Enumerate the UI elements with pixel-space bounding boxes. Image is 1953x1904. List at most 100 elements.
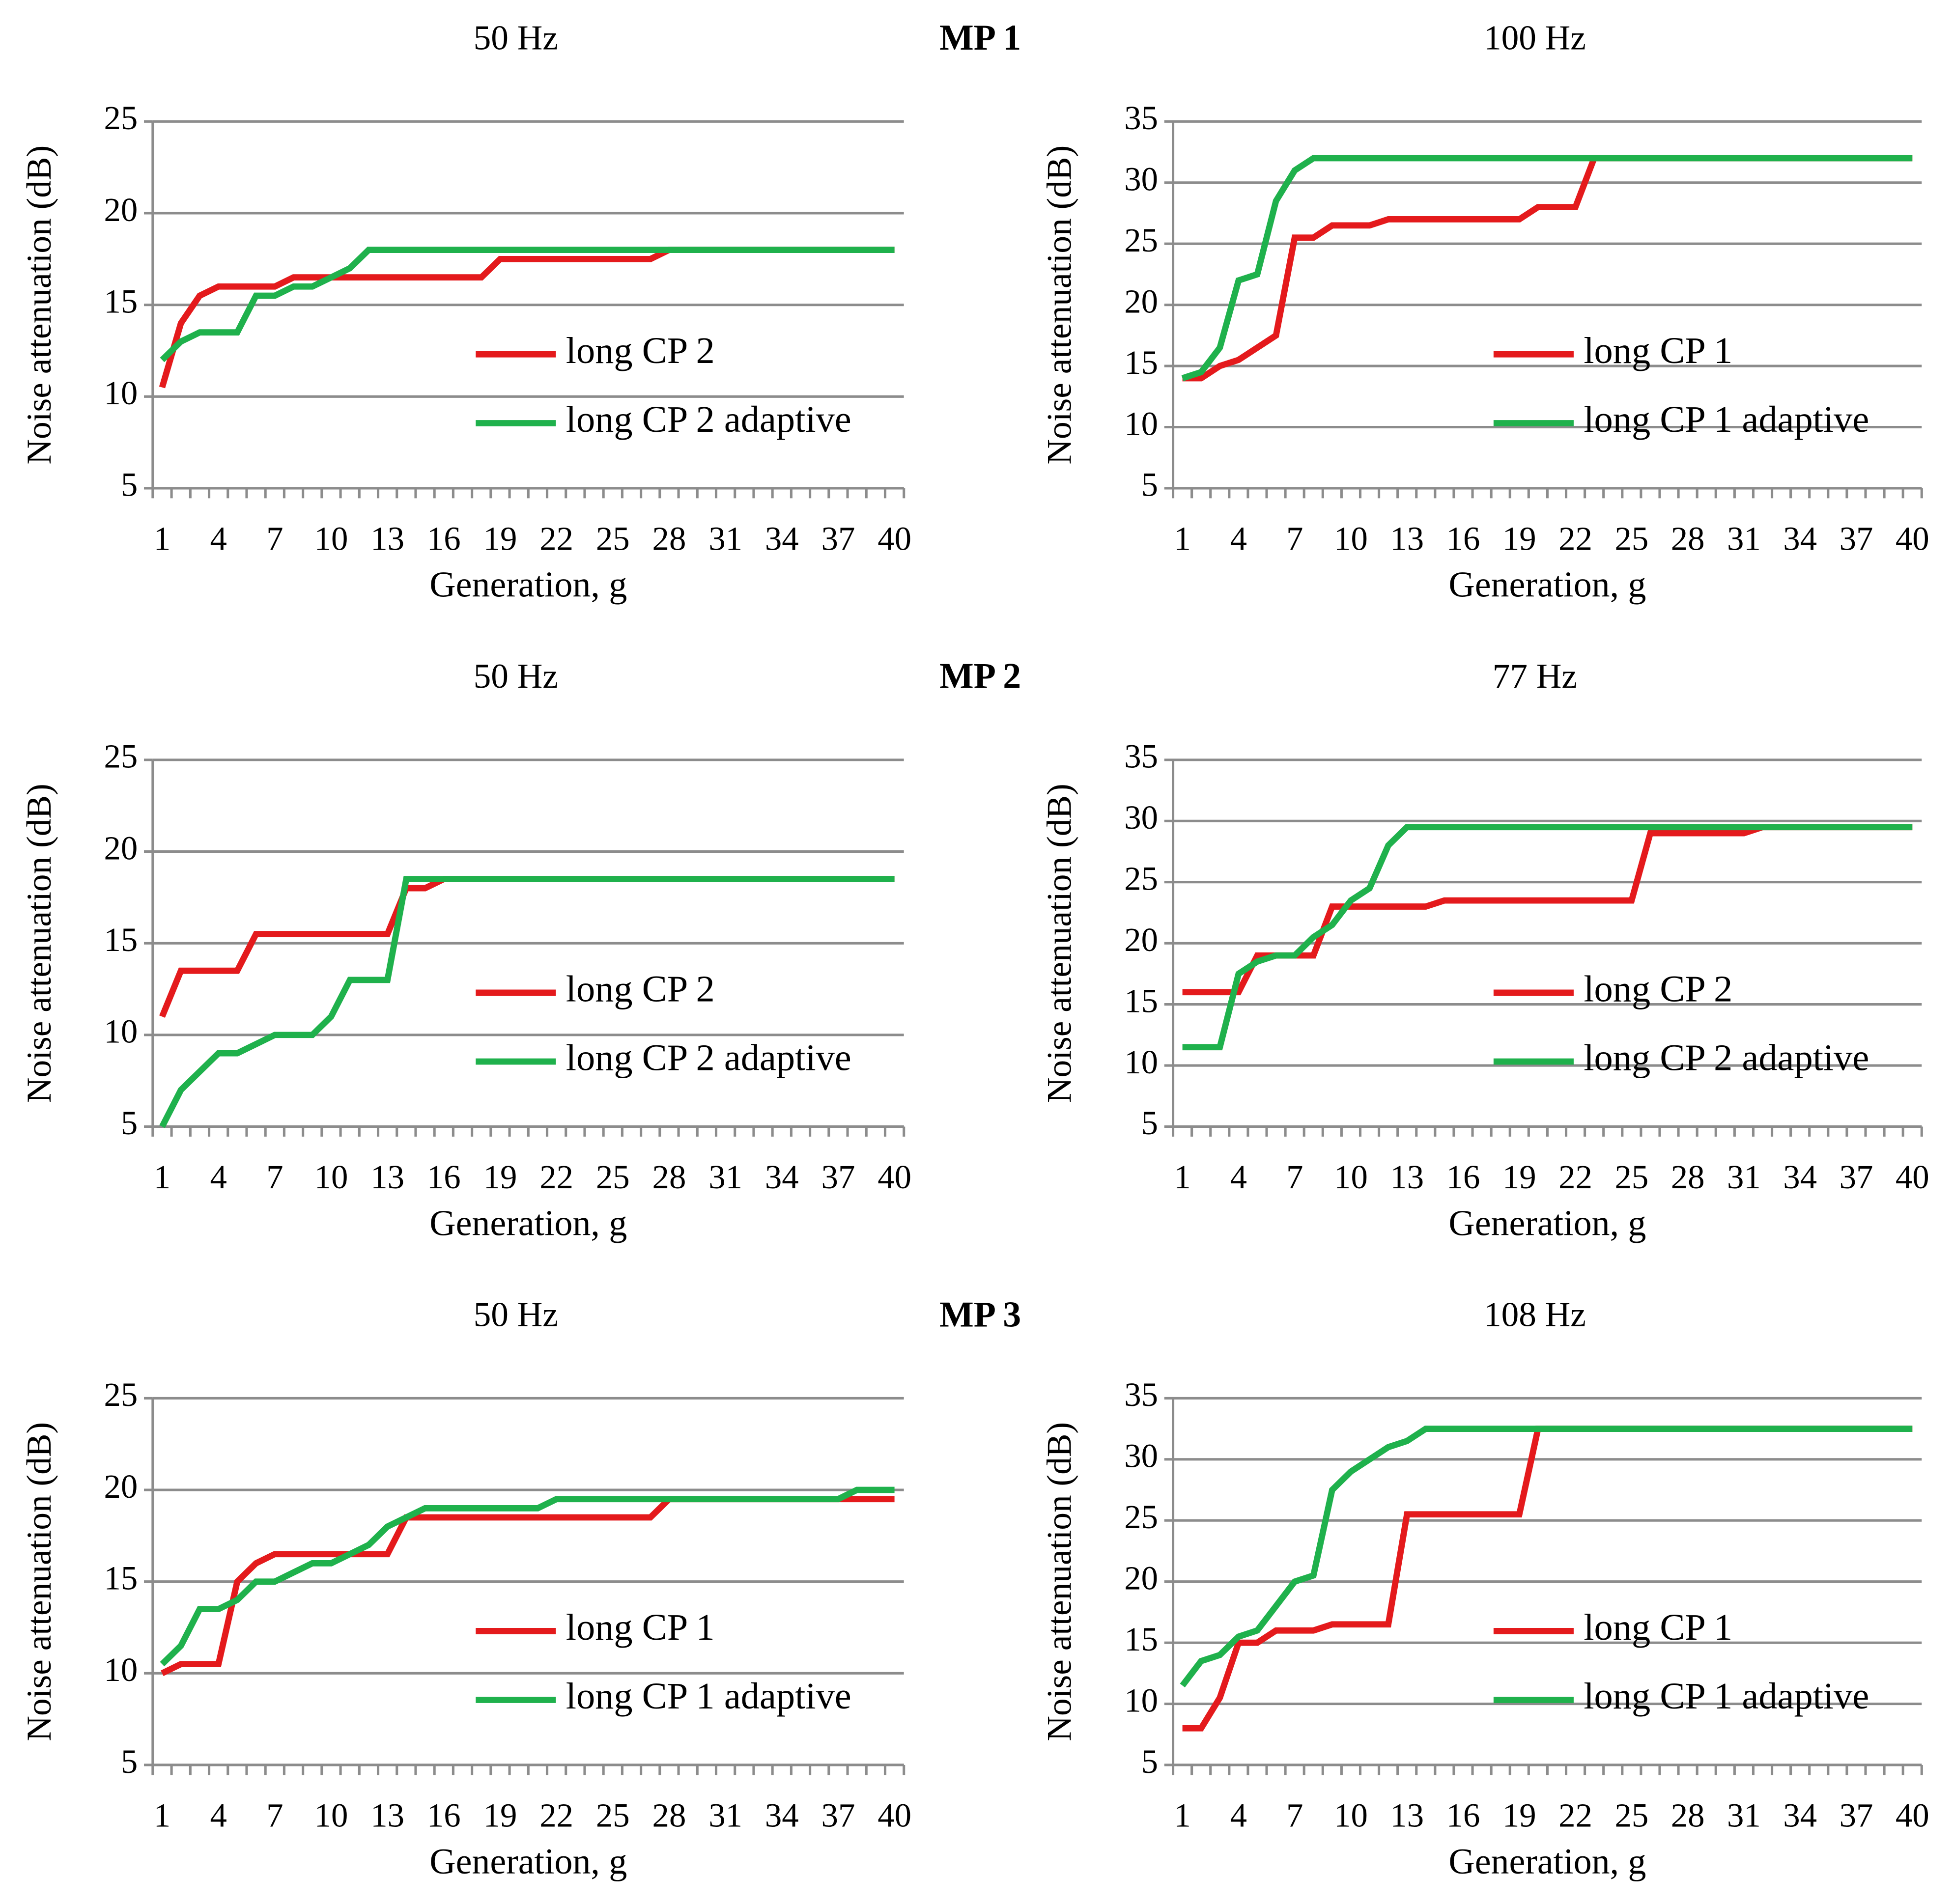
x-tick-label: 10 (314, 1796, 348, 1834)
x-tick-label: 34 (1783, 520, 1817, 557)
x-tick-label: 1 (154, 1796, 170, 1834)
y-axis-label: Noise attenuation (dB) (20, 784, 58, 1103)
y-tick-label: 5 (121, 1104, 138, 1142)
y-axis-label: Noise attenuation (dB) (1040, 784, 1079, 1103)
legend-label: long CP 1 adaptive (566, 1675, 851, 1717)
y-tick-label: 20 (1124, 282, 1158, 320)
y-tick-label: 5 (1141, 1104, 1158, 1142)
chart-title: 50 Hz (474, 1295, 558, 1334)
x-tick-label: 22 (1558, 1796, 1592, 1834)
x-tick-label: 40 (877, 1158, 911, 1196)
y-axis-label: Noise attenuation (dB) (20, 1422, 58, 1741)
y-axis-label: Noise attenuation (dB) (1040, 145, 1079, 465)
y-tick-label: 35 (1124, 1376, 1158, 1413)
series-line (160, 1486, 895, 1667)
legend-label: long CP 1 (1584, 330, 1732, 371)
x-tick-label: 4 (1230, 1796, 1247, 1834)
y-tick-label: 25 (104, 1376, 138, 1413)
x-tick-label: 34 (765, 1158, 799, 1196)
x-tick-label: 16 (1446, 1158, 1480, 1196)
series-line (159, 876, 895, 1128)
series-line (160, 247, 895, 363)
x-tick-label: 16 (1446, 520, 1480, 557)
x-tick-label: 7 (266, 1158, 283, 1196)
series-line (1182, 824, 1913, 996)
x-tick-label: 16 (427, 520, 461, 557)
x-tick-label: 40 (877, 520, 911, 557)
x-tick-label: 4 (1230, 1158, 1247, 1196)
x-tick-label: 28 (1671, 1796, 1705, 1834)
chart-title: 50 Hz (474, 19, 558, 57)
x-tick-label: 22 (1558, 520, 1592, 557)
x-tick-label: 16 (427, 1796, 461, 1834)
x-tick-label: 31 (708, 1158, 742, 1196)
x-tick-label: 10 (314, 1158, 348, 1196)
x-tick-label: 19 (1502, 520, 1536, 557)
x-tick-label: 31 (1727, 1158, 1761, 1196)
y-tick-label: 20 (1124, 1559, 1158, 1596)
y-tick-label: 20 (104, 829, 138, 867)
x-tick-label: 31 (1727, 1796, 1761, 1834)
y-tick-label: 10 (1124, 1681, 1158, 1719)
x-tick-label: 1 (154, 520, 170, 557)
chart-title: 100 Hz (1484, 19, 1586, 57)
y-tick-label: 10 (1124, 405, 1158, 442)
panel-label: MP 3 (939, 1294, 1021, 1334)
x-tick-label: 25 (1614, 520, 1648, 557)
x-tick-label: 28 (652, 1158, 686, 1196)
series-line (1182, 824, 1913, 1051)
y-tick-label: 25 (1124, 860, 1158, 897)
x-axis-label: Generation, g (1448, 564, 1646, 605)
x-axis-label: Generation, g (429, 1203, 627, 1243)
y-tick-label: 15 (1124, 344, 1158, 381)
x-tick-label: 13 (1390, 1158, 1424, 1196)
y-tick-label: 25 (1124, 1498, 1158, 1536)
x-tick-label: 7 (266, 520, 283, 557)
x-tick-label: 34 (765, 1796, 799, 1834)
legend-label: long CP 1 adaptive (1584, 1675, 1869, 1717)
x-tick-label: 25 (596, 520, 630, 557)
series-line (159, 876, 895, 1018)
x-tick-label: 28 (652, 1796, 686, 1834)
x-tick-label: 40 (877, 1796, 911, 1834)
series-line (1182, 155, 1913, 382)
x-tick-label: 19 (1502, 1796, 1536, 1834)
x-tick-label: 37 (821, 1796, 855, 1834)
x-tick-label: 34 (765, 520, 799, 557)
legend-label: long CP 2 adaptive (1584, 1037, 1869, 1079)
x-tick-label: 25 (1614, 1158, 1648, 1196)
y-tick-label: 10 (104, 1651, 138, 1688)
y-tick-label: 5 (1141, 466, 1158, 504)
x-tick-label: 7 (266, 1796, 283, 1834)
y-tick-label: 5 (1141, 1743, 1158, 1780)
legend-label: long CP 1 adaptive (1584, 398, 1869, 440)
legend-label: long CP 2 (1584, 968, 1732, 1009)
x-tick-label: 1 (154, 1158, 170, 1196)
y-tick-label: 25 (104, 99, 138, 137)
series-line (1180, 1426, 1913, 1688)
x-tick-label: 31 (708, 520, 742, 557)
x-tick-label: 19 (1502, 1158, 1536, 1196)
x-tick-label: 28 (652, 520, 686, 557)
y-tick-label: 25 (104, 738, 138, 775)
chart-title: 108 Hz (1484, 1295, 1586, 1334)
x-tick-label: 4 (210, 520, 226, 557)
y-tick-label: 20 (104, 1468, 138, 1505)
legend-label: long CP 2 (566, 968, 715, 1009)
x-tick-label: 7 (1286, 520, 1303, 557)
x-tick-label: 19 (483, 520, 517, 557)
x-tick-label: 13 (1390, 520, 1424, 557)
y-tick-label: 15 (104, 921, 138, 958)
legend-label: long CP 2 (566, 330, 715, 371)
y-tick-label: 10 (104, 374, 138, 412)
y-tick-label: 10 (1124, 1043, 1158, 1081)
y-tick-label: 10 (104, 1013, 138, 1050)
y-tick-label: 30 (1124, 161, 1158, 198)
y-tick-label: 30 (1124, 799, 1158, 836)
series-line (1181, 155, 1913, 382)
legend-label: long CP 1 (566, 1606, 715, 1648)
y-tick-label: 15 (104, 282, 138, 320)
x-tick-label: 34 (1783, 1158, 1817, 1196)
y-tick-label: 20 (104, 191, 138, 228)
